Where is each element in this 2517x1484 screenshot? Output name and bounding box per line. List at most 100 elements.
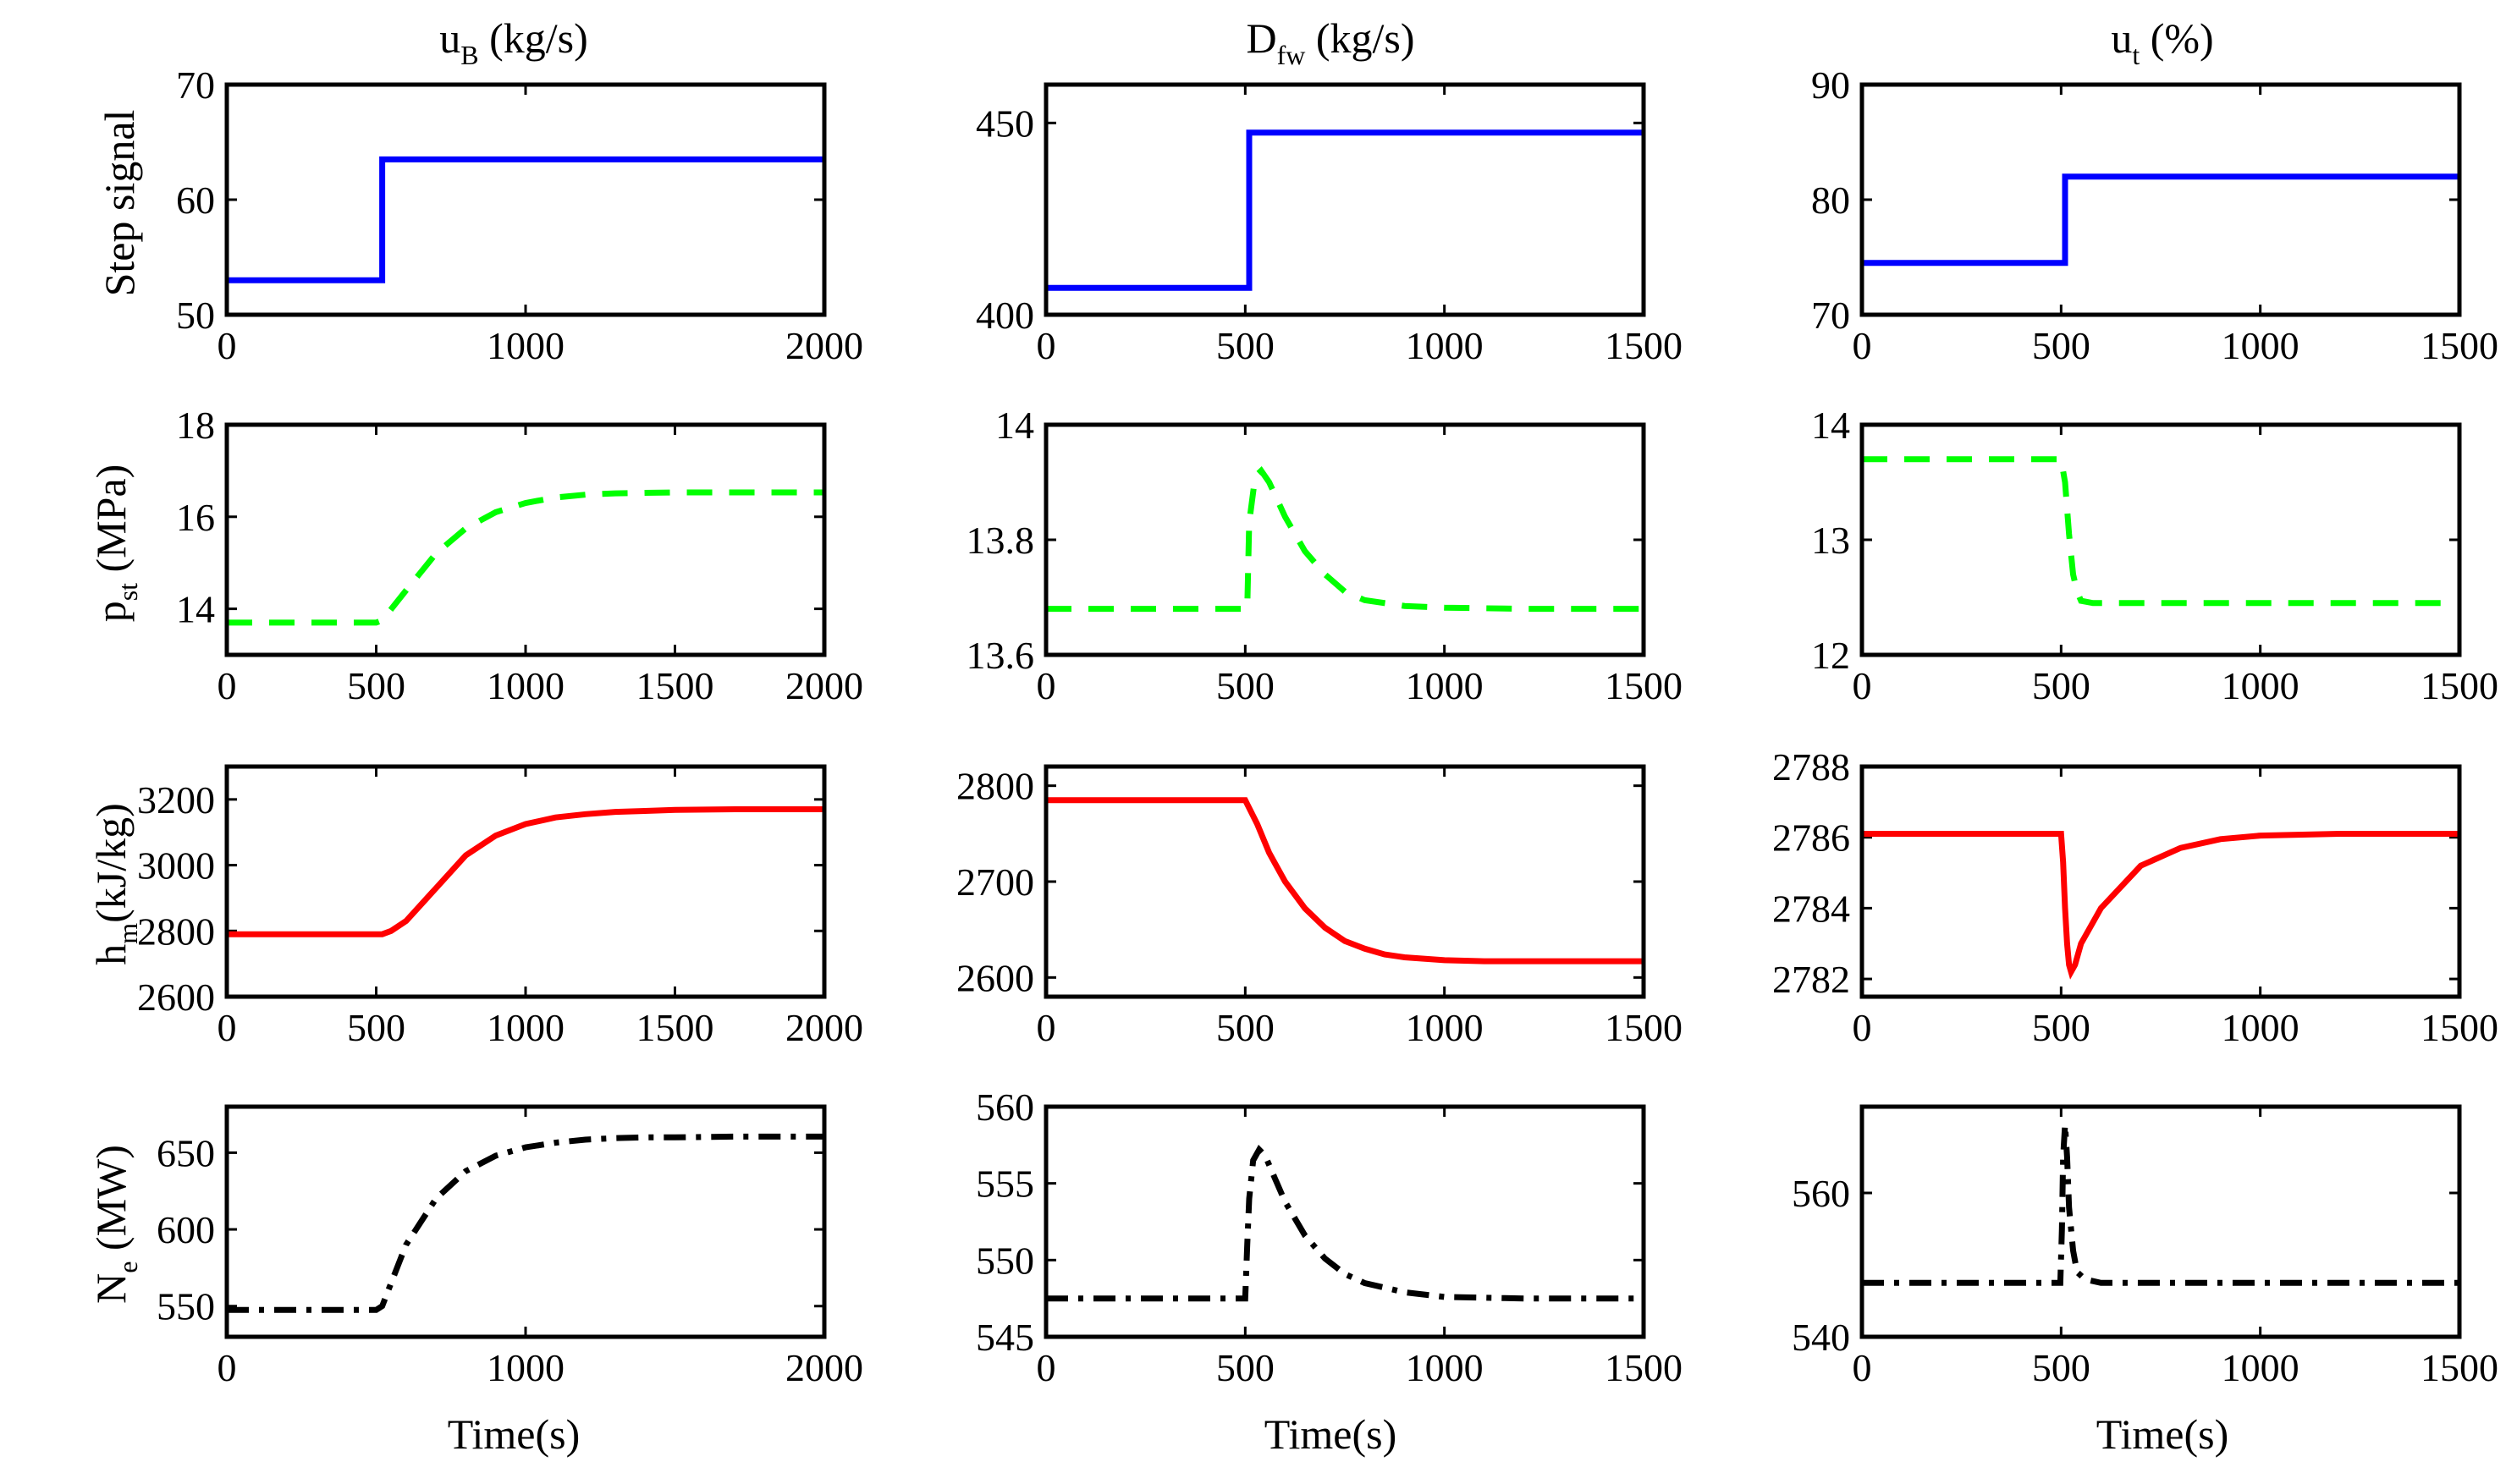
y-tick-label: 400 [976,294,1034,337]
x-tick-label: 1500 [1605,1006,1683,1049]
x-tick-label: 0 [1037,1346,1056,1389]
x-tick-label: 1000 [2222,1346,2299,1389]
x-tick-label: 1000 [2222,324,2299,367]
series-line [227,806,824,937]
plot-frame [224,764,827,999]
y-tick-label: 2786 [1772,816,1850,860]
y-tick-label: 13.6 [967,634,1035,677]
plot-frame [224,422,827,657]
panel-r3c2: 0 500 1000 1500 540 560 [1792,1104,2498,1389]
plot-frame [1044,422,1646,657]
y-tick-label: 2788 [1772,745,1850,789]
row-label-pst: pst (MPa) [87,464,143,623]
row-label-step-signal: Step signal [96,110,143,297]
y-tick-label: 3200 [137,778,215,822]
series-line [1046,797,1644,965]
x-tick-label: 500 [1216,324,1275,367]
x-tick-label: 500 [2032,324,2090,367]
y-tick-label: 600 [157,1208,215,1251]
column-title-dfw: Dfw (kg/s) [1246,14,1414,70]
y-tick-label: 2700 [956,860,1034,904]
x-axis-label: Time(s) [2096,1410,2229,1458]
x-tick-label: 2000 [785,1346,863,1389]
y-tick-label: 555 [976,1162,1034,1206]
panel-r2c2: 0 500 1000 1500 2782 2784 2786 2788 [1772,745,2498,1049]
x-tick-label: 500 [1216,1006,1275,1049]
x-tick-label: 500 [2032,1346,2090,1389]
panel-r1c0: 0 500 1000 1500 2000 14 16 18 [176,404,863,707]
x-tick-label: 1000 [1406,324,1484,367]
x-tick-label: 1500 [2421,1006,2498,1049]
x-tick-label: 1500 [1605,664,1683,707]
panel-r3c1: 0 500 1000 1500 545 550 555 560 [976,1086,1683,1389]
plot-frame [1859,82,2462,317]
x-axis-label: Time(s) [448,1410,581,1458]
panel-r0c0: 0 1000 2000 50 60 70 [176,63,863,367]
panel-r0c2: 0 500 1000 1500 70 80 90 [1811,63,2498,367]
x-tick-label: 0 [1037,664,1056,707]
column-titles: uB (kg/s) Dfw (kg/s) ut (%) [439,14,2213,70]
series-line [227,1133,824,1313]
x-tick-label: 500 [1216,1346,1275,1389]
x-tick-label: 500 [1216,664,1275,707]
plot-frame [1859,1104,2462,1339]
panel-r2c0: 0 500 1000 1500 2000 2600 2800 3000 3200 [137,764,863,1049]
x-tick-label: 0 [218,664,237,707]
panel-r1c1: 0 500 1000 1500 13.6 13.8 14 [967,404,1683,707]
x-tick-label: 0 [1853,1346,1872,1389]
x-tick-label: 0 [218,324,237,367]
series-line [227,489,824,626]
y-tick-label: 2600 [956,956,1034,999]
x-tick-label: 1500 [2421,1346,2498,1389]
y-tick-label: 3000 [137,844,215,888]
x-tick-label: 0 [1037,324,1056,367]
x-tick-label: 0 [1853,664,1872,707]
y-tick-label: 14 [176,588,215,631]
x-tick-label: 0 [218,1346,237,1389]
x-tick-label: 1000 [487,664,565,707]
y-tick-label: 2600 [137,976,215,1019]
y-tick-label: 70 [1811,294,1850,337]
plot-frame [224,82,827,317]
x-tick-label: 1000 [1406,1346,1484,1389]
y-tick-label: 540 [1792,1316,1850,1359]
y-tick-label: 2800 [956,765,1034,808]
y-tick-label: 450 [976,102,1034,145]
x-tick-label: 500 [2032,1006,2090,1049]
x-tick-label: 0 [218,1006,237,1049]
row-label-ne: Ne (MW) [87,1145,143,1304]
x-tick-label: 2000 [785,1006,863,1049]
column-title-ub: uB (kg/s) [439,14,588,70]
panel-r1c2: 0 500 1000 1500 12 13 14 [1811,404,2498,707]
y-tick-label: 2782 [1772,958,1850,1001]
x-tick-label: 500 [2032,664,2090,707]
y-tick-label: 550 [976,1239,1034,1282]
panel-r3c0: 0 1000 2000 550 600 650 [157,1104,863,1389]
series-line [1862,1124,2459,1286]
x-tick-label: 1500 [1605,1346,1683,1389]
series-line [1046,1145,1644,1302]
y-tick-label: 18 [176,404,215,447]
y-tick-label: 70 [176,63,215,107]
y-tick-label: 650 [157,1131,215,1174]
x-tick-label: 1000 [1406,664,1484,707]
x-tick-label: 1500 [636,664,714,707]
y-tick-label: 2800 [137,910,215,953]
series-line [1862,456,2459,607]
x-axis-labels: Time(s) Time(s) Time(s) [448,1410,2229,1458]
plot-frame [1044,1104,1646,1339]
y-tick-label: 90 [1811,63,1850,107]
y-tick-label: 14 [995,404,1034,447]
y-tick-label: 13 [1811,519,1850,562]
plot-frame [224,1104,827,1339]
y-tick-label: 12 [1811,634,1850,677]
x-tick-label: 1500 [2421,664,2498,707]
y-tick-label: 2784 [1772,887,1850,930]
x-tick-label: 0 [1853,324,1872,367]
x-tick-label: 500 [347,664,405,707]
series-line [1862,831,2459,980]
y-tick-label: 16 [176,496,215,539]
x-tick-label: 2000 [785,324,863,367]
plot-frame [1044,764,1646,999]
